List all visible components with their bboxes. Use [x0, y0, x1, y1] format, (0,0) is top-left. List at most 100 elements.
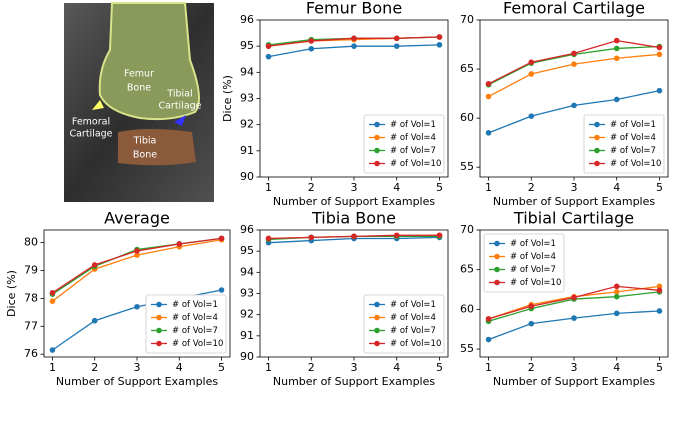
- y-tick-label: 95: [240, 39, 254, 52]
- data-point: [657, 45, 663, 51]
- y-tick-label: 55: [460, 160, 474, 173]
- data-point: [308, 235, 314, 241]
- legend-label: # of Vol=4: [390, 313, 436, 323]
- legend-marker: [494, 280, 500, 286]
- data-point: [266, 43, 272, 49]
- data-point: [437, 232, 443, 238]
- legend-marker: [156, 315, 162, 321]
- data-point: [394, 43, 400, 49]
- legend-marker: [594, 135, 600, 141]
- y-tick-label: 70: [460, 223, 474, 236]
- legend-marker: [374, 135, 380, 141]
- data-point: [266, 236, 272, 242]
- data-point: [657, 288, 663, 294]
- legend-label: # of Vol=7: [390, 146, 436, 156]
- legend-label: # of Vol=10: [390, 339, 441, 349]
- y-tick-label: 77: [24, 319, 38, 332]
- legend-marker: [156, 302, 162, 308]
- legend: # of Vol=1# of Vol=4# of Vol=7# of Vol=1…: [484, 234, 564, 292]
- x-tick-label: 5: [436, 361, 443, 374]
- x-tick-label: 3: [134, 361, 141, 374]
- image-label: Bone: [133, 150, 157, 161]
- legend: # of Vol=1# of Vol=4# of Vol=7# of Vol=1…: [146, 295, 226, 353]
- y-tick-label: 91: [240, 144, 254, 157]
- data-point: [219, 287, 225, 293]
- chart-title: Tibia Bone: [311, 209, 396, 228]
- image-label: Bone: [127, 83, 151, 94]
- legend: # of Vol=1# of Vol=4# of Vol=7# of Vol=1…: [364, 115, 444, 173]
- legend-marker: [494, 267, 500, 273]
- y-tick-label: 94: [240, 265, 254, 278]
- data-point: [528, 113, 534, 119]
- data-point: [614, 289, 620, 295]
- x-tick-label: 2: [91, 361, 98, 374]
- data-point: [50, 298, 56, 304]
- data-point: [486, 316, 492, 322]
- y-tick-label: 76: [24, 347, 38, 360]
- data-point: [614, 46, 620, 52]
- series-line: [489, 54, 660, 96]
- data-point: [92, 318, 98, 324]
- data-point: [571, 295, 577, 301]
- y-tick-label: 80: [24, 236, 38, 249]
- x-tick-label: 4: [176, 361, 183, 374]
- chart-title: Tibial Cartilage: [513, 209, 634, 228]
- y-tick-label: 90: [240, 350, 254, 363]
- data-point: [486, 337, 492, 343]
- legend-marker: [374, 302, 380, 308]
- data-point: [50, 347, 56, 353]
- legend-label: # of Vol=1: [510, 239, 556, 249]
- data-point: [437, 42, 443, 48]
- mri-image: Femur Bone Tibial Cartilage Femoral Cart…: [64, 3, 214, 202]
- y-tick-label: 92: [240, 118, 254, 131]
- legend-marker: [156, 328, 162, 334]
- y-tick-label: 60: [460, 302, 474, 315]
- data-point: [614, 284, 620, 290]
- chart-title: Average: [104, 209, 170, 228]
- legend-marker: [374, 315, 380, 321]
- legend-label: # of Vol=4: [610, 133, 656, 143]
- data-point: [134, 304, 140, 310]
- figure: Femur Bone Tibial Cartilage Femoral Cart…: [0, 0, 683, 424]
- y-tick-label: 60: [460, 111, 474, 124]
- x-axis-label: Number of Support Examples: [493, 195, 655, 208]
- data-point: [614, 38, 620, 44]
- data-point: [351, 234, 357, 240]
- image-label: Tibia: [133, 136, 157, 147]
- y-tick-label: 70: [460, 13, 474, 26]
- data-point: [528, 321, 534, 327]
- data-point: [437, 34, 443, 40]
- data-point: [394, 36, 400, 42]
- data-point: [528, 303, 534, 309]
- data-point: [308, 46, 314, 52]
- x-tick-label: 2: [308, 181, 315, 194]
- y-tick-label: 96: [240, 223, 254, 236]
- y-tick-label: 92: [240, 308, 254, 321]
- data-point: [571, 103, 577, 109]
- image-label: Cartilage: [69, 129, 112, 140]
- data-point: [614, 55, 620, 61]
- legend-label: # of Vol=4: [172, 313, 218, 323]
- image-label: Cartilage: [158, 101, 201, 112]
- legend: # of Vol=1# of Vol=4# of Vol=7# of Vol=1…: [364, 295, 444, 353]
- data-point: [486, 130, 492, 136]
- y-axis-label: Dice (%): [221, 75, 234, 122]
- x-tick-label: 1: [265, 181, 272, 194]
- legend-marker: [374, 328, 380, 334]
- data-point: [486, 81, 492, 87]
- chart-title: Femoral Cartilage: [503, 0, 645, 18]
- x-tick-label: 4: [613, 181, 620, 194]
- legend-label: # of Vol=1: [390, 120, 436, 130]
- data-point: [486, 94, 492, 100]
- x-tick-label: 2: [528, 361, 535, 374]
- x-tick-label: 5: [436, 181, 443, 194]
- data-point: [571, 51, 577, 57]
- legend-label: # of Vol=7: [172, 326, 218, 336]
- image-label: Femur: [124, 69, 154, 80]
- image-label: Tibial: [166, 89, 192, 100]
- series-line: [489, 311, 660, 340]
- legend-label: # of Vol=1: [610, 120, 656, 130]
